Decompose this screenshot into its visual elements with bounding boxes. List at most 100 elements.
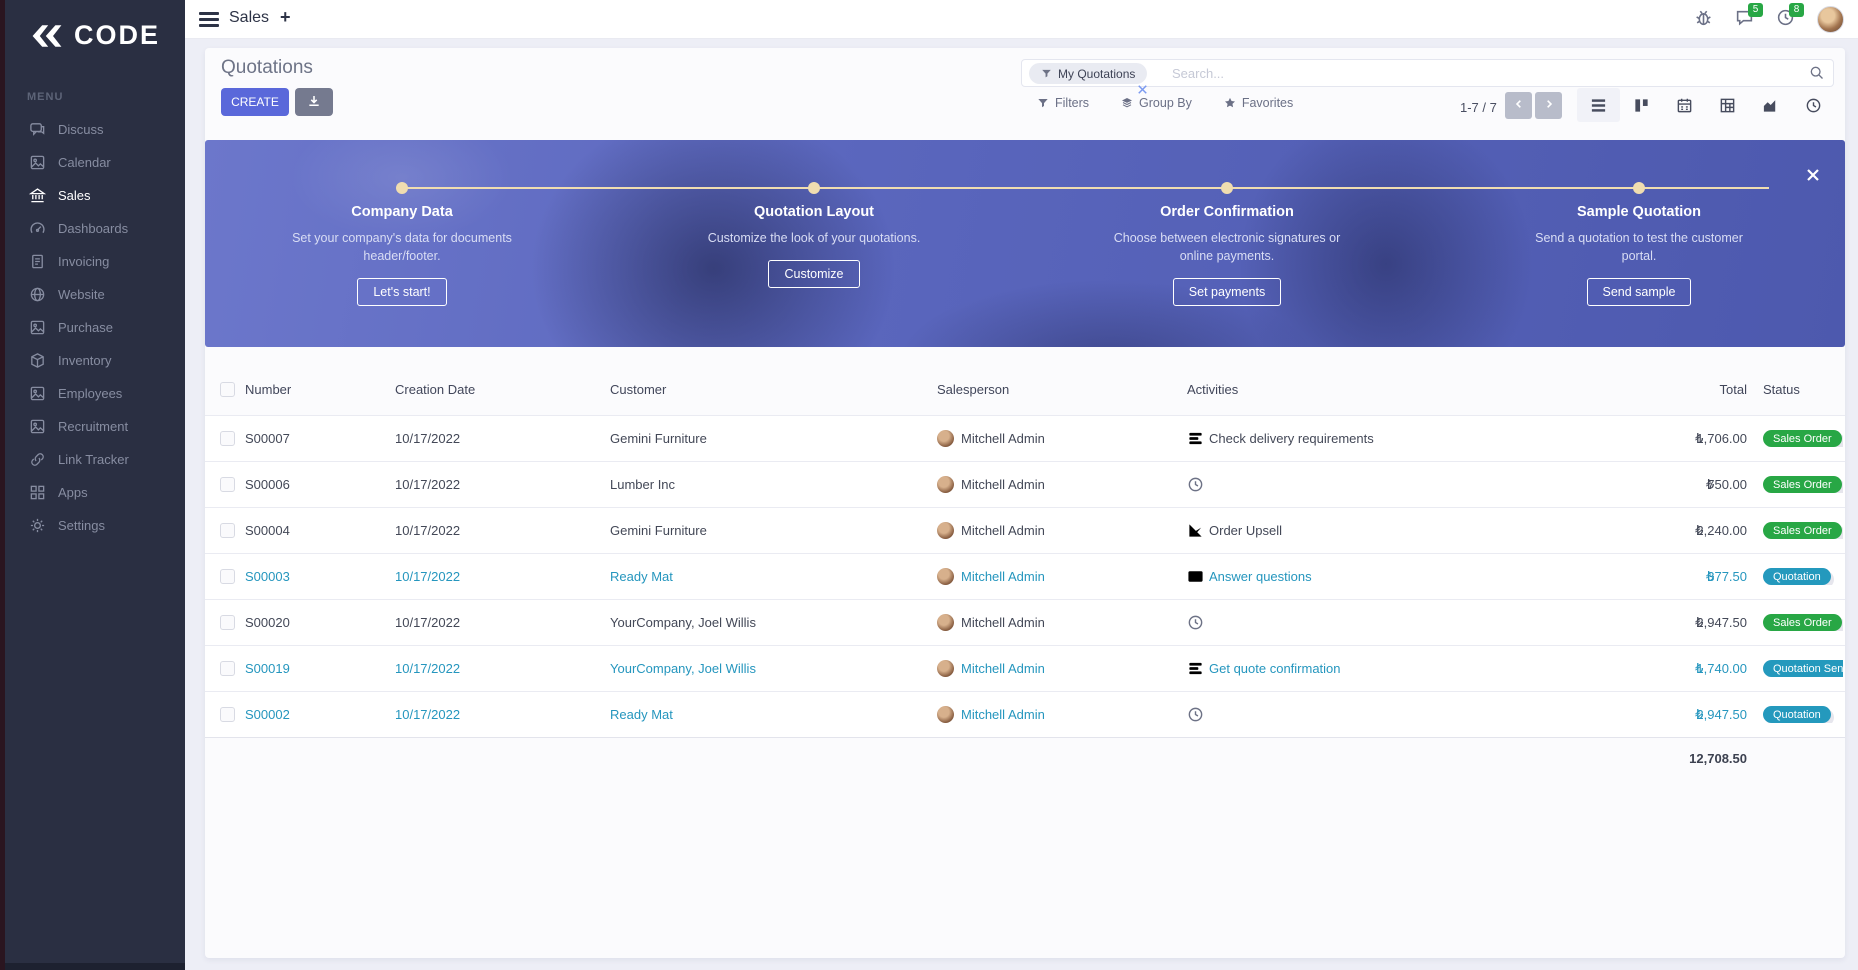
search-bar[interactable]: My Quotations [1021,59,1834,87]
table-row[interactable]: S00004 10/17/2022 Gemini Furniture Mitch… [205,507,1845,553]
page-title: Quotations [221,57,313,78]
footer-total: 12,708.50 [1689,751,1747,766]
link-icon [29,451,46,468]
send-sample-button[interactable]: Send sample [1586,278,1692,307]
debug-bug-icon[interactable] [1694,8,1713,32]
salesperson-avatar [937,614,954,631]
bank-icon [29,187,46,204]
pager-range: 1-7 / 7 [1460,100,1497,115]
search-facet-my-quotations[interactable]: My Quotations [1029,63,1148,84]
select-all-checkbox[interactable] [220,381,235,397]
row-checkbox[interactable] [220,477,235,492]
quotations-table: Number Creation Date Customer Salesperso… [205,363,1845,779]
hamburger-menu-icon[interactable] [199,12,219,30]
sidebar-item-website[interactable]: Website [5,278,185,311]
sidebar-item-inventory[interactable]: Inventory [5,344,185,377]
calendar-view-button[interactable] [1663,88,1706,122]
pivot-view-icon [1719,97,1736,114]
search-icon[interactable] [1809,65,1824,85]
row-checkbox[interactable] [220,707,235,722]
filters-button[interactable]: Filters [1037,96,1089,110]
sidebar-item-recruitment[interactable]: Recruitment [5,410,185,443]
step-dot [1221,182,1233,194]
sidebar-item-invoicing[interactable]: Invoicing [5,245,185,278]
pivot-view-button[interactable] [1706,88,1749,122]
lets-start-button[interactable]: Let's start! [357,278,447,307]
globe-icon [29,286,46,303]
user-avatar[interactable] [1817,6,1844,33]
messages-badge: 5 [1748,2,1763,17]
activities-icon[interactable]: 8 [1776,2,1804,32]
download-icon [307,94,321,108]
table-row[interactable]: S00003 10/17/2022 Ready Mat Mitchell Adm… [205,553,1845,599]
sidebar-item-employees[interactable]: Employees [5,377,185,410]
table-header-row: Number Creation Date Customer Salesperso… [205,363,1845,415]
sidebar-item-purchase[interactable]: Purchase [5,311,185,344]
messages-icon[interactable]: 5 [1735,2,1763,32]
export-button[interactable] [295,88,333,116]
column-header-status[interactable]: Status [1763,381,1800,397]
clock-icon[interactable] [1187,476,1204,493]
image-icon [29,319,46,336]
graph-view-button[interactable] [1749,88,1792,122]
step-dot [808,182,820,194]
sidebar-item-settings[interactable]: Settings [5,509,185,542]
onboarding-step-company-data: Company Data Set your company's data for… [282,204,522,307]
column-header-total[interactable]: Total [1719,381,1747,397]
status-badge: Quotation [1763,706,1831,724]
envelope-icon [1187,568,1204,585]
table-row[interactable]: S00006 10/17/2022 Lumber Inc Mitchell Ad… [205,461,1845,507]
banner-close-icon[interactable] [1807,168,1819,186]
control-panel: Filters Group By Favorites [1037,96,1293,110]
table-row[interactable]: S00020 10/17/2022 YourCompany, Joel Will… [205,599,1845,645]
column-header-activities[interactable]: Activities [1187,381,1239,397]
clock-icon[interactable] [1187,614,1204,631]
onboarding-step-quotation-layout: Quotation Layout Customize the look of y… [694,204,934,289]
table-row[interactable]: S00002 10/17/2022 Ready Mat Mitchell Adm… [205,691,1845,737]
box-icon [29,352,46,369]
funnel-icon [1037,97,1049,109]
search-input[interactable] [1172,62,1732,84]
content-panel: Quotations CREATE My Quotations Filters … [205,48,1845,958]
topbar: Sales + 5 8 [185,0,1858,39]
row-checkbox[interactable] [220,661,235,676]
onboarding-banner: Company Data Set your company's data for… [205,140,1845,347]
brand-name: CODE [74,20,161,50]
onboarding-step-order-confirmation: Order Confirmation Choose between electr… [1107,204,1347,307]
list-view-button[interactable] [1577,88,1620,122]
customize-button[interactable]: Customize [768,260,860,289]
sidebar-item-sales[interactable]: Sales [5,179,185,212]
column-header-salesperson[interactable]: Salesperson [937,381,1010,397]
group-by-button[interactable]: Group By [1121,96,1192,110]
table-row[interactable]: S00007 10/17/2022 Gemini Furniture Mitch… [205,415,1845,461]
table-row[interactable]: S00019 10/17/2022 YourCompany, Joel Will… [205,645,1845,691]
brand-logo[interactable]: CODE [5,0,185,51]
sidebar-item-dashboards[interactable]: Dashboards [5,212,185,245]
star-icon [1224,97,1236,109]
gear-icon [29,517,46,534]
activity-view-button[interactable] [1792,88,1835,122]
clock-icon[interactable] [1187,706,1204,723]
sidebar-item-link-tracker[interactable]: Link Tracker [5,443,185,476]
view-switcher [1577,88,1835,122]
current-app-label[interactable]: Sales [229,9,270,26]
set-payments-button[interactable]: Set payments [1172,278,1282,307]
create-button[interactable]: CREATE [221,88,289,116]
sidebar-item-discuss[interactable]: Discuss [5,113,185,146]
row-checkbox[interactable] [220,569,235,584]
row-checkbox[interactable] [220,431,235,446]
column-header-customer[interactable]: Customer [610,381,667,397]
kanban-view-button[interactable] [1620,88,1663,122]
invoice-icon [29,253,46,270]
favorites-button[interactable]: Favorites [1224,96,1293,110]
sidebar-item-apps[interactable]: Apps [5,476,185,509]
column-header-number[interactable]: Number [245,381,292,397]
new-tab-button[interactable]: + [280,7,291,27]
row-checkbox[interactable] [220,615,235,630]
pager-previous-button[interactable] [1505,92,1532,119]
pager-next-button[interactable] [1535,92,1562,119]
sidebar-item-calendar[interactable]: Calendar [5,146,185,179]
column-header-creation-date[interactable]: Creation Date [395,381,476,397]
tasks-icon [1187,660,1204,677]
row-checkbox[interactable] [220,523,235,538]
